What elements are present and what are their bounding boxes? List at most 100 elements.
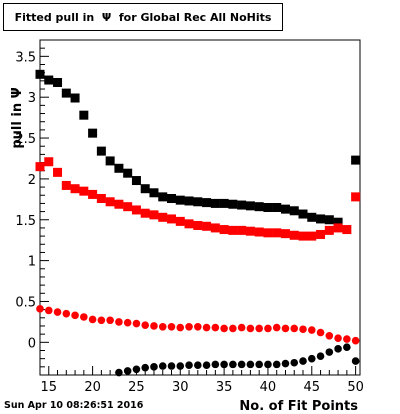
data-point — [316, 229, 326, 239]
data-point — [290, 358, 299, 367]
data-point — [114, 199, 124, 209]
data-point — [228, 199, 238, 209]
data-point — [298, 231, 308, 241]
data-point — [158, 322, 167, 331]
data-point — [255, 324, 263, 333]
y-tick-label: 0 — [28, 336, 36, 351]
data-point — [316, 352, 325, 361]
data-point — [343, 335, 351, 343]
data-point — [351, 357, 360, 365]
chart-title: Fitted pull in Ψ for Global Rec All NoHi… — [3, 3, 283, 31]
data-point — [237, 200, 247, 210]
data-point — [324, 215, 334, 225]
data-point — [35, 162, 45, 172]
y-tick-label: 2 — [28, 173, 36, 188]
x-axis-title: No. of Fit Points — [239, 399, 358, 414]
data-point — [263, 203, 273, 212]
data-point — [158, 362, 167, 370]
data-point — [123, 318, 132, 327]
data-point — [185, 361, 193, 369]
x-tick-label: 25 — [128, 380, 145, 395]
data-point — [106, 316, 114, 325]
timestamp: Sun Apr 10 08:26:51 2016 — [4, 400, 144, 411]
data-point — [184, 196, 194, 206]
data-point — [237, 225, 247, 235]
data-point — [80, 313, 88, 321]
data-point — [62, 309, 71, 318]
data-point — [176, 323, 185, 332]
y-axis-title: pull in Ψ — [10, 87, 25, 148]
data-point — [53, 308, 62, 316]
data-point — [237, 360, 246, 369]
data-point — [299, 325, 307, 334]
data-point — [53, 77, 63, 87]
data-point — [149, 188, 159, 198]
data-point — [132, 365, 141, 374]
data-point — [175, 216, 185, 226]
data-point — [167, 214, 177, 224]
data-point — [202, 221, 212, 231]
data-marks — [35, 69, 361, 377]
data-point — [219, 225, 229, 235]
data-point — [158, 212, 168, 222]
data-point — [70, 93, 80, 103]
data-point — [114, 163, 124, 173]
data-point — [219, 198, 229, 208]
data-point — [132, 319, 141, 328]
data-point — [53, 167, 63, 177]
x-tick-label: 45 — [304, 380, 321, 395]
data-point — [150, 363, 158, 371]
data-point — [88, 189, 98, 199]
data-point — [79, 186, 89, 196]
data-point — [264, 360, 272, 369]
x-tick-label: 20 — [84, 380, 101, 395]
axes: 15 20 25 30 35 40 45 50 0 0.5 1 1.5 2 2.5 3 3.5 — [15, 39, 364, 395]
data-point — [202, 361, 211, 369]
data-point — [245, 226, 255, 236]
data-point — [140, 184, 150, 194]
data-point — [220, 360, 228, 369]
data-point — [289, 230, 299, 240]
data-point — [149, 210, 159, 220]
data-point — [88, 315, 97, 324]
data-point — [123, 202, 133, 212]
data-point — [158, 192, 168, 202]
data-point — [333, 223, 343, 233]
data-point — [342, 225, 352, 235]
data-point — [105, 197, 115, 207]
data-point — [280, 204, 290, 214]
x-tick-label: 50 — [347, 380, 364, 395]
data-point — [299, 357, 307, 365]
data-point — [123, 168, 133, 178]
data-point — [281, 324, 290, 333]
data-point — [246, 324, 255, 333]
data-point — [150, 322, 158, 330]
x-tick-label: 15 — [40, 380, 57, 395]
data-point — [202, 198, 212, 208]
data-point — [131, 176, 141, 186]
y-tick-label: 1.5 — [15, 214, 36, 229]
data-point — [307, 231, 317, 241]
data-point — [351, 192, 361, 202]
data-point — [281, 359, 290, 368]
data-point — [307, 326, 316, 334]
data-point — [131, 205, 141, 215]
data-point — [44, 157, 54, 167]
data-point — [220, 324, 228, 333]
data-point — [96, 146, 106, 156]
data-point — [141, 363, 150, 372]
data-point — [194, 361, 202, 369]
data-point — [272, 360, 281, 369]
data-point — [202, 323, 211, 332]
data-point — [61, 88, 71, 98]
data-point — [325, 348, 334, 356]
data-point — [167, 362, 176, 370]
data-point — [255, 360, 263, 369]
data-point — [185, 322, 193, 331]
data-point — [123, 367, 132, 375]
data-point — [175, 195, 185, 205]
data-point — [343, 343, 351, 352]
x-tick-label: 30 — [172, 380, 189, 395]
y-tick-label: 3 — [28, 91, 36, 106]
data-point — [96, 194, 106, 204]
